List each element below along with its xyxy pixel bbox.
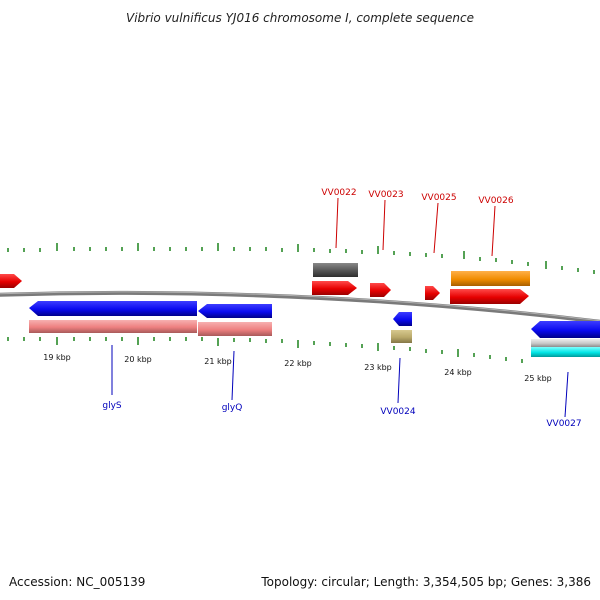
scale-label-21kbp: 21 kbp	[204, 357, 232, 366]
accession-text: Accession: NC_005139	[9, 575, 145, 589]
leader-line-vv0025	[433, 202, 439, 254]
map-title: Vibrio vulnificus YJ016 chromosome I, co…	[126, 11, 474, 25]
inner-tick-ring	[7, 337, 523, 363]
scale-label-20kbp: 20 kbp	[124, 355, 152, 364]
feature-vv0024-annotation[interactable]	[391, 330, 412, 343]
leader-line-vv0023	[382, 199, 386, 251]
gene-label-vv0024[interactable]: VV0024	[380, 407, 415, 417]
gene-label-glyq[interactable]: glyQ	[222, 403, 243, 413]
feature-vv0026-annotation[interactable]	[451, 271, 530, 286]
scale-label-25kbp: 25 kbp	[524, 374, 552, 383]
chromosome-backbone-highlight	[0, 291, 600, 322]
chromosome-backbone	[0, 290, 600, 324]
leader-line-vv0024	[397, 357, 401, 404]
gene-feature-vv0024[interactable]	[393, 312, 412, 326]
feature-glys-annotation[interactable]	[29, 320, 197, 333]
gene-label-vv0027[interactable]: VV0027	[546, 419, 581, 429]
scale-label-23kbp: 23 kbp	[364, 363, 392, 372]
gene-feature-vv0027[interactable]	[531, 321, 600, 338]
scale-label-22kbp: 22 kbp	[284, 359, 312, 368]
feature-vv0027-annotation-2[interactable]	[531, 347, 600, 357]
feature-vv0022-annotation[interactable]	[313, 263, 358, 277]
leader-line-vv0022	[335, 197, 339, 249]
gene-feature-vv0022[interactable]	[312, 281, 357, 295]
forward-gene-labels: VV0022 VV0023 VV0025 VV0026	[321, 188, 514, 257]
summary-text: Topology: circular; Length: 3,354,505 bp…	[260, 575, 591, 589]
outer-tick-ring	[7, 243, 595, 274]
leader-line-vv0026	[491, 205, 496, 257]
leader-line-vv0027	[564, 371, 569, 418]
gene-feature-glyq[interactable]	[198, 304, 272, 318]
feature-vv0027-annotation-1[interactable]	[531, 339, 600, 347]
gene-label-vv0022[interactable]: VV0022	[321, 188, 356, 198]
gene-label-vv0025[interactable]: VV0025	[421, 193, 456, 203]
feature-glyq-annotation[interactable]	[198, 322, 272, 336]
gene-feature-vv0025[interactable]	[425, 286, 440, 300]
gene-feature-vv0026[interactable]	[450, 289, 529, 304]
gene-feature-vv0023[interactable]	[370, 283, 391, 297]
gene-label-vv0026[interactable]: VV0026	[478, 196, 513, 206]
gene-feature-vv0021[interactable]	[0, 274, 22, 288]
scale-label-24kbp: 24 kbp	[444, 368, 472, 377]
gene-label-vv0023[interactable]: VV0023	[368, 190, 403, 200]
reverse-gene-labels: glyS glyQ VV0024 VV0027	[102, 345, 582, 429]
scale-labels: 19 kbp 20 kbp 21 kbp 22 kbp 23 kbp 24 kb…	[43, 353, 552, 383]
gene-feature-glys[interactable]	[29, 301, 197, 316]
gene-label-glys[interactable]: glyS	[102, 401, 122, 411]
scale-label-19kbp: 19 kbp	[43, 353, 71, 362]
leader-line-glyq	[231, 350, 235, 401]
